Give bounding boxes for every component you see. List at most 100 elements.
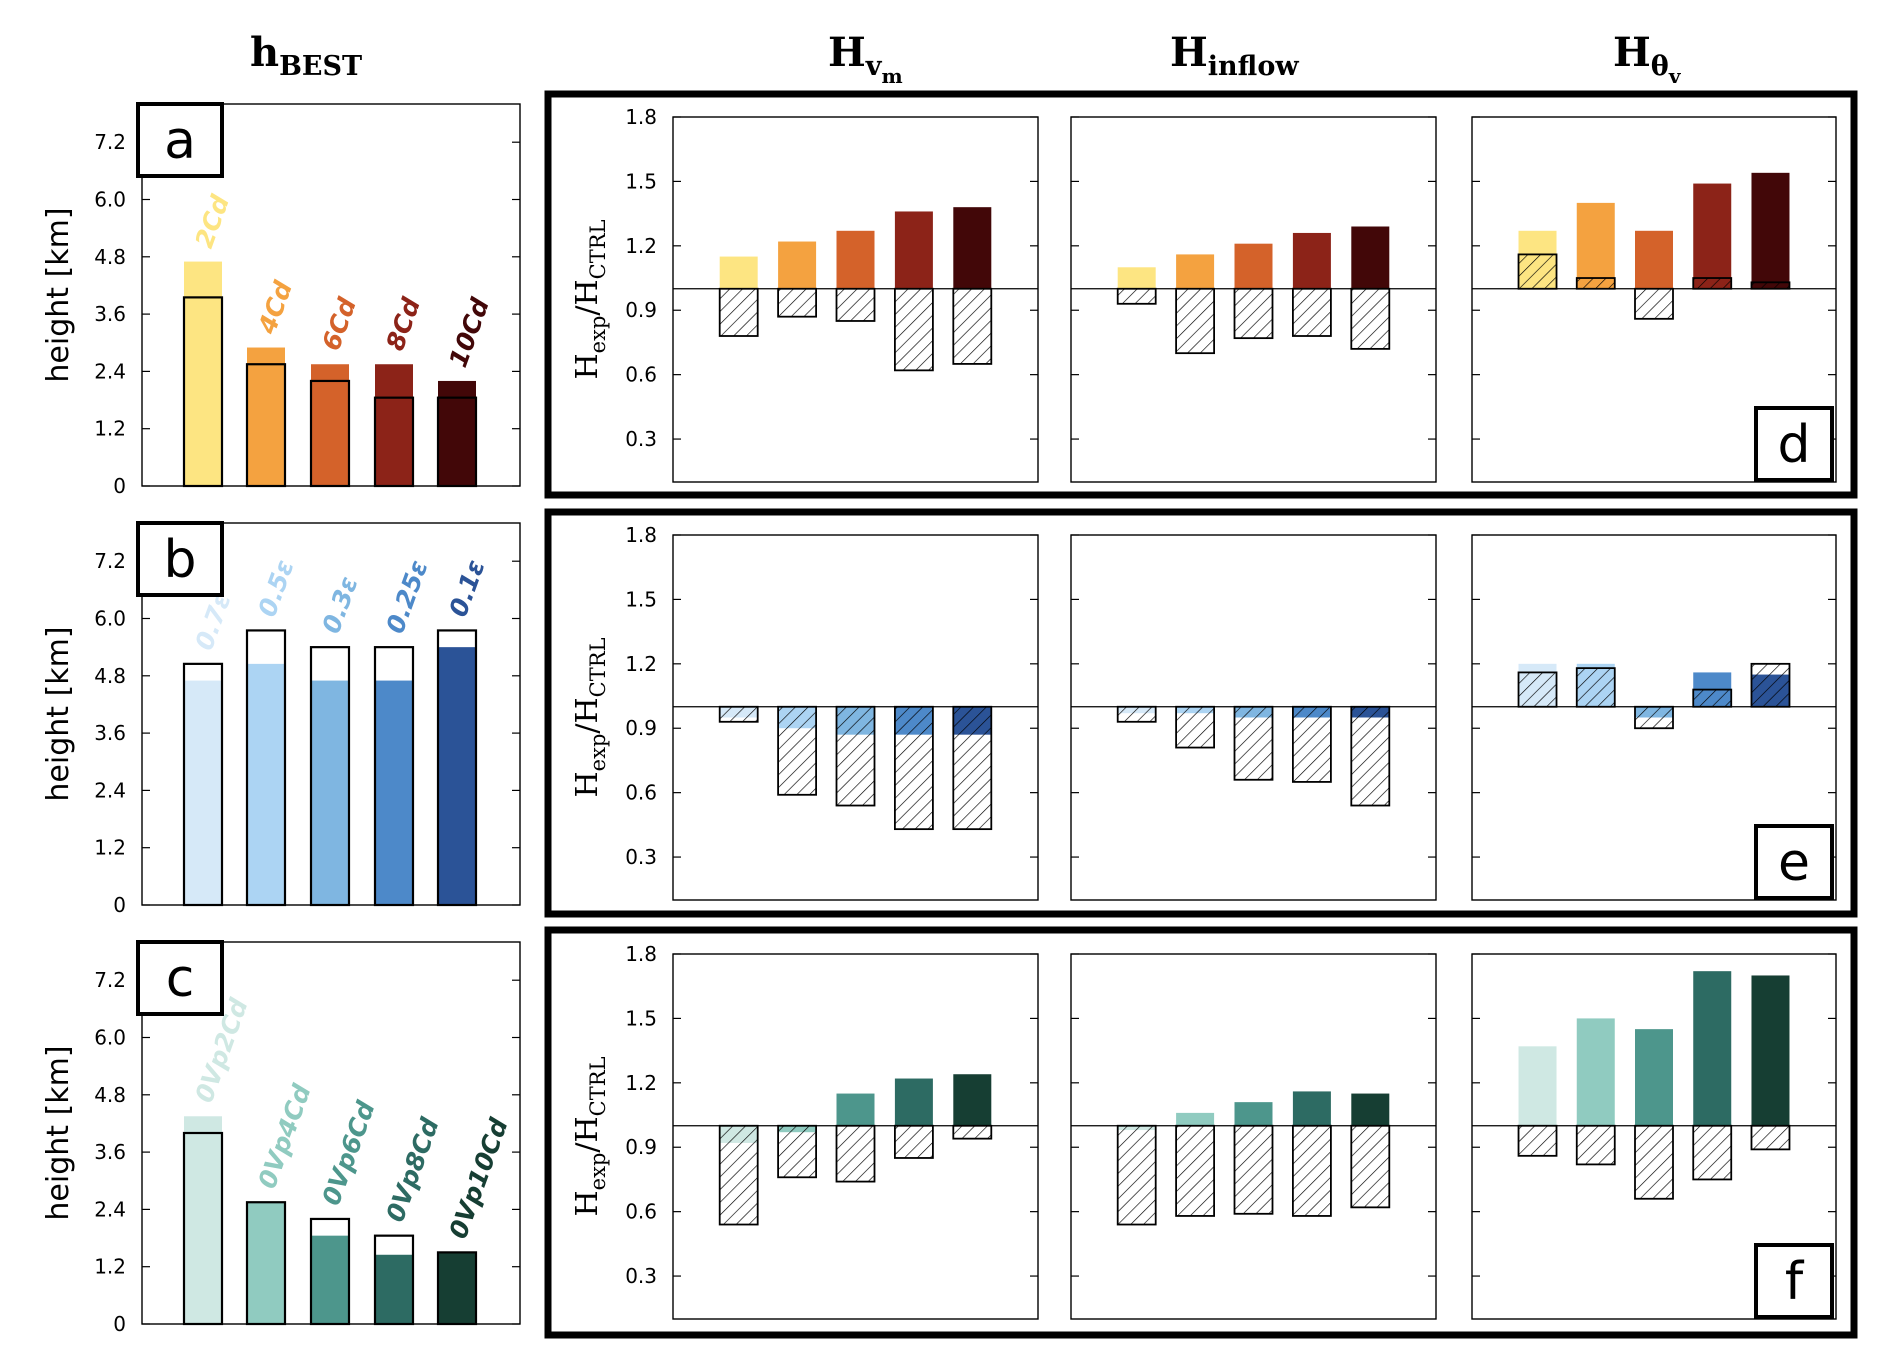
ylabel-part: /H [570,697,605,733]
bar-filled [894,1078,933,1126]
ylabel-part: H [570,353,605,379]
ytick-label: 0.9 [625,1135,657,1159]
bar-hatched [1634,287,1674,320]
right-row-e: Hexp/HCTRL 0.3 0.6 0.9 1.2 1.5 1.8 e [570,523,1837,901]
bar-hatched [718,1124,759,1226]
bar-filled [1576,1018,1615,1126]
panel-letter: c [166,949,195,1009]
ytick-label: 1.2 [94,836,126,860]
y-axis-label: height [km] [41,1045,76,1220]
ylabel-part: /H [570,279,605,315]
row-frame-e [544,508,1858,918]
bar-hatched [1233,1124,1274,1215]
bar-hatched [1750,662,1791,708]
ytick-label: 1.5 [625,169,657,193]
bar-outline [245,363,287,488]
subplot-H_inflow [1070,534,1437,901]
ytick-label: 1.5 [625,587,657,611]
hbest-main: h [250,29,279,76]
bar-hatched [1350,287,1391,350]
bar-hatched [777,705,817,796]
ytick-label: 0.6 [625,1200,657,1224]
bar-filled [1751,172,1790,289]
bar-hatched [1517,253,1558,290]
subplot-H_vm: 0.3 0.6 0.9 1.2 1.5 1.8 [625,523,1039,901]
bar-filled [1234,1102,1273,1126]
bar-hatched [1175,287,1215,355]
bar-hatched [1692,1124,1733,1181]
ytick-label: 2.4 [94,359,126,383]
bar-filled [1292,1091,1331,1126]
bar-outline [373,1234,415,1326]
bar-hatched [1233,287,1274,340]
bar-filled [247,347,285,486]
bar-outline [436,629,478,907]
bar-filled [836,230,875,289]
panel-letter-box [136,102,224,178]
bar-hatched [1350,1124,1391,1209]
ytick-label: 3.6 [94,721,126,745]
column-title-htheta: Hθv [1613,29,1682,88]
bar-filled [1518,1046,1557,1126]
bar-filled [1117,267,1156,289]
bar-outline [309,379,351,488]
hvm-sub: v [865,51,883,82]
left-panel-a: 0 1.2 2.4 3.6 4.8 6.0 7.2 height [km] 2Cd 4Cd 6Cd 8… [41,102,521,498]
bar-outline [245,1201,287,1326]
bar-outline [436,1251,478,1326]
ylabel-sub: exp [586,1153,610,1191]
bar-hatched [718,287,759,337]
bar-hatched [894,287,934,372]
bar-filled [375,680,413,905]
ytick-label: 0 [113,893,126,917]
hinflow-sub: inflow [1208,51,1300,82]
ytick-label: 7.2 [94,968,126,992]
htheta-main: H [1613,29,1651,76]
ylabel-sub: CTRL [586,219,610,279]
bar-filled [184,680,222,905]
ytick-label: 4.8 [94,664,126,688]
panel-letter: e [1778,833,1810,893]
hvm-main: H [828,29,866,76]
bar-filled [953,207,992,289]
hinflow-main: H [1170,29,1208,76]
htheta-sub: θ [1651,51,1669,82]
ytick-label: 0 [113,474,126,498]
panel-letter-box [1754,406,1834,482]
bar-filled [1351,1093,1390,1126]
bar-outline [182,296,224,488]
bar-filled [438,647,476,905]
right-row-d: Hexp/HCTRL 0.3 0.6 0.9 1.2 1.5 1.8 d [570,105,1837,483]
y-axis-label: height [km] [41,626,76,801]
bar-filled [1292,232,1331,289]
bar-hatched [894,1124,934,1159]
ytick-label: 3.6 [94,1140,126,1164]
bar-hatched [1116,705,1157,723]
bar-filled [247,1202,285,1324]
bar-filled [438,1252,476,1324]
panel-letter-box [136,521,224,597]
bar-outline [373,396,415,488]
subplot-H_vm: 0.3 0.6 0.9 1.2 1.5 1.8 [625,105,1039,483]
ytick-label: 4.8 [94,245,126,269]
bar-category-label: 4Cd [252,276,298,338]
bar-hatched [1634,1124,1674,1200]
bar-hatched [894,705,934,831]
bar-hatched [1634,705,1674,730]
y-axis-label: Hexp/HCTRL [570,219,610,379]
bar-hatched [835,705,876,807]
bar-category-label: 0Vp6Cd [316,1096,381,1209]
ytick-label: 0.3 [625,1264,657,1288]
ytick-label: 0 [113,1312,126,1336]
ytick-label: 1.2 [94,417,126,441]
bar-category-label: 8Cd [380,293,426,354]
ytick-label: 0.3 [625,845,657,869]
bar-filled [1176,254,1215,289]
bar-outline [182,1131,224,1326]
bar-category-label: 0Vp10Cd [443,1113,514,1242]
bar-filled [836,1093,875,1126]
ytick-label: 4.8 [94,1083,126,1107]
bar-filled [953,1074,992,1126]
bar-hatched [1292,1124,1332,1217]
bar-hatched [835,287,876,322]
